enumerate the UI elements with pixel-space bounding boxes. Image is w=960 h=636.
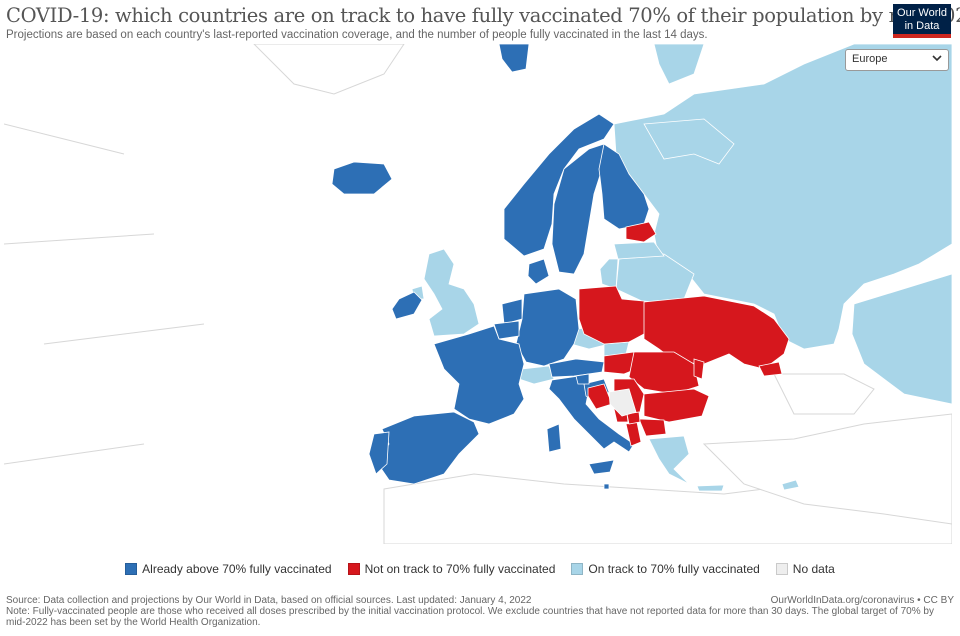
country-slovenia <box>575 373 590 385</box>
not-on-track-countries[interactable] <box>578 221 790 447</box>
credit-link[interactable]: OurWorldInData.org/coronavirus • CC BY <box>770 595 954 606</box>
owid-logo[interactable]: Our World in Data <box>893 4 951 38</box>
legend-swatch-not-on-track <box>347 563 360 575</box>
country-latvia <box>613 241 665 260</box>
country-sicily <box>588 459 615 475</box>
country-sardinia <box>546 423 562 453</box>
country-sweden <box>551 143 605 275</box>
country-austria <box>548 358 605 378</box>
country-svalbard <box>498 44 530 73</box>
country-germany <box>515 288 580 367</box>
country-bosnia <box>587 383 613 410</box>
on-track-countries[interactable] <box>411 44 952 492</box>
legend-label-above: Already above 70% fully vaccinated <box>142 562 332 576</box>
chart-title: COVID-19: which countries are on track t… <box>6 4 960 27</box>
above-countries[interactable] <box>331 44 650 490</box>
greenland-outline <box>253 44 405 95</box>
country-france <box>433 325 525 425</box>
country-norway <box>503 113 615 257</box>
legend-swatch-no-data <box>775 563 788 575</box>
caucasus-outline <box>773 373 875 415</box>
europe-map <box>4 44 952 544</box>
background-land <box>4 44 952 544</box>
country-crete <box>696 484 725 492</box>
chart-subtitle: Projections are based on each country's … <box>6 29 708 41</box>
legend-item-no-data[interactable]: No data <box>775 560 835 578</box>
country-lithuania <box>599 258 619 290</box>
country-uk-great-britain <box>423 248 480 337</box>
legend-item-not-on-track[interactable]: Not on track to 70% fully vaccinated <box>347 560 556 578</box>
country-netherlands <box>501 298 523 325</box>
legend-label-no-data: No data <box>792 562 835 576</box>
country-moldova <box>693 358 705 380</box>
country-bulgaria <box>643 388 710 423</box>
legend-label-not-on-track: Not on track to 70% fully vaccinated <box>364 562 556 576</box>
country-north-macedonia <box>638 418 667 437</box>
note-text: Note: Fully-vaccinated people are those … <box>6 606 934 628</box>
country-estonia <box>625 221 657 243</box>
legend-item-on-track[interactable]: On track to 70% fully vaccinated <box>571 560 760 578</box>
country-switzerland <box>518 365 555 385</box>
lines-west <box>4 123 205 465</box>
logo-line-2: in Data <box>904 20 940 32</box>
legend-item-above[interactable]: Already above 70% fully vaccinated <box>125 560 332 578</box>
country-greece <box>648 435 690 485</box>
map-legend: Already above 70% fully vaccinated Not o… <box>0 560 960 578</box>
chart-footer: Source: Data collection and projections … <box>6 595 954 628</box>
country-iceland <box>331 161 393 195</box>
country-malta <box>603 483 610 490</box>
logo-line-1: Our World <box>897 7 947 19</box>
country-cyprus <box>781 479 800 491</box>
chevron-down-icon <box>932 55 942 62</box>
country-ireland <box>391 291 423 320</box>
region-select[interactable]: Europe <box>845 49 949 71</box>
legend-label-on-track: On track to 70% fully vaccinated <box>588 562 760 576</box>
legend-swatch-above <box>125 563 138 575</box>
no-data-countries[interactable] <box>608 388 637 417</box>
country-russia-novaya <box>653 44 705 85</box>
country-portugal <box>368 431 390 475</box>
source-text: Source: Data collection and projections … <box>6 595 532 606</box>
country-denmark <box>527 258 550 285</box>
middle-east-outline <box>702 413 952 525</box>
country-crimea <box>758 361 783 377</box>
region-select-value: Europe <box>852 53 888 65</box>
country-spain <box>377 411 480 485</box>
legend-swatch-on-track <box>571 563 584 575</box>
country-kazakhstan <box>851 273 952 405</box>
country-russia-kola <box>643 118 735 165</box>
country-no-data-balkans <box>608 388 637 417</box>
country-ukraine <box>643 295 790 370</box>
